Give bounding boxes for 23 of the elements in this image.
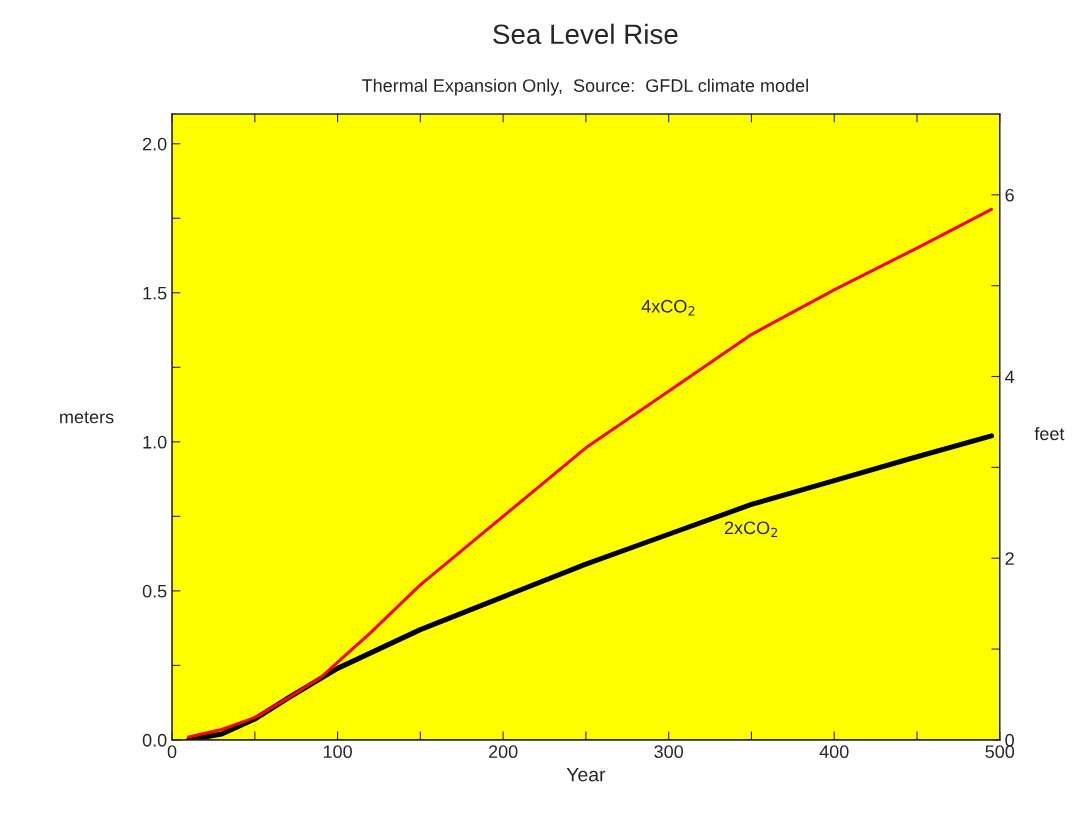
- x-tick-label: 300: [654, 745, 684, 759]
- y2-tick-label: 6: [1005, 188, 1014, 202]
- chart-subtitle: Thermal Expansion Only, Source: GFDL climate model: [362, 78, 808, 96]
- y-axis-title: meters: [60, 411, 114, 424]
- x-tick-label: 400: [819, 745, 849, 759]
- text: 4xCO$_{2}$: [641, 299, 695, 316]
- text: 2.0: [142, 137, 167, 151]
- x-tick-label: 200: [488, 745, 518, 759]
- x-tick-label: 500: [985, 745, 1015, 759]
- y2-axis-title: feet: [1034, 426, 1065, 441]
- x-tick-label: 100: [323, 745, 352, 759]
- x-tick-label: 0: [167, 745, 177, 759]
- text: 1.0: [143, 435, 167, 449]
- y-tick-label: 0.5: [142, 584, 167, 598]
- chart-title: Sea Level Rise: [493, 23, 678, 45]
- x-axis-title: Year: [566, 767, 606, 782]
- series-label: 2xCO$_{2}$: [724, 521, 778, 538]
- y2-tick-label: 4: [1005, 370, 1015, 384]
- text: 0.0: [142, 733, 167, 747]
- y-tick-label: 1.5: [143, 286, 167, 300]
- line-series: [187, 207, 994, 739]
- y2-tick-label: 0: [1005, 733, 1014, 747]
- y2-tick-label: 2: [1005, 552, 1014, 565]
